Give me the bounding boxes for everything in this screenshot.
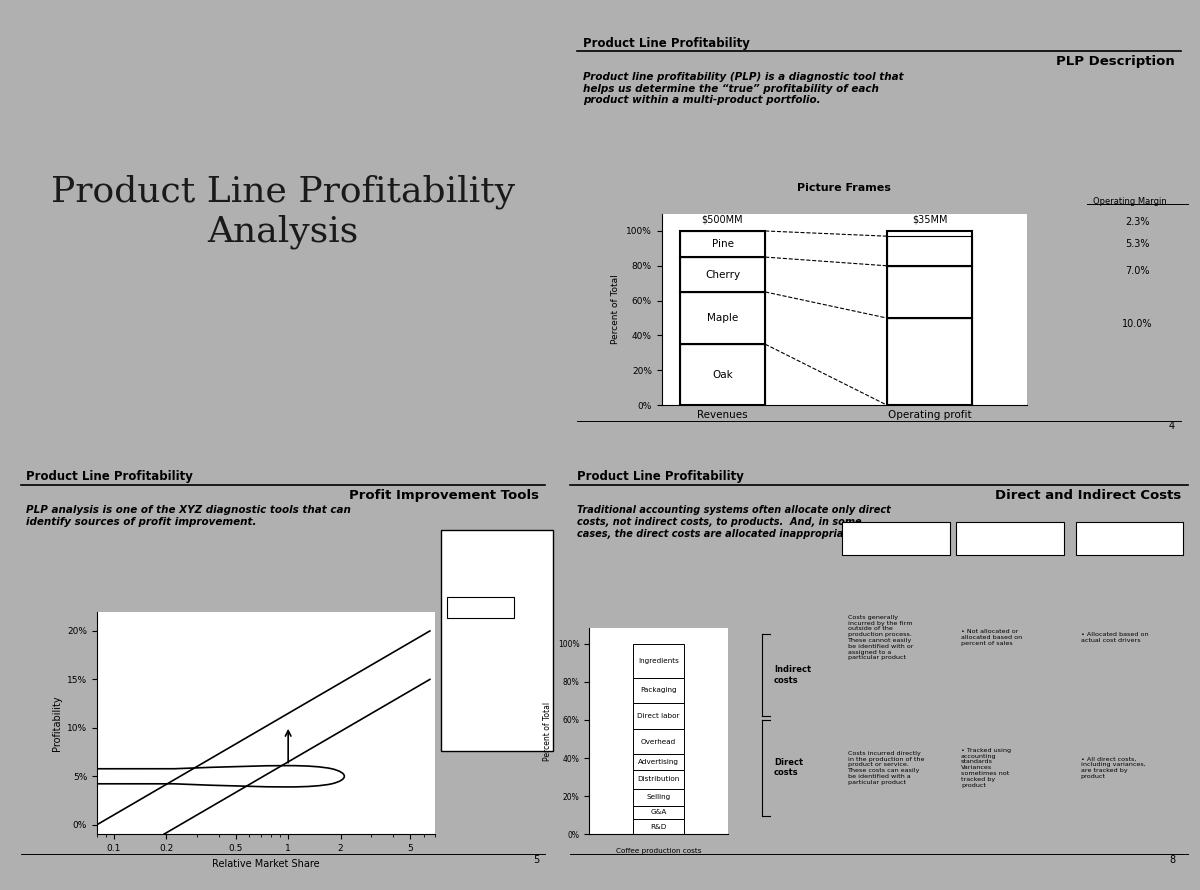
Bar <box>887 318 972 405</box>
Bar <box>634 770 684 789</box>
Bar <box>887 231 972 405</box>
Text: 8: 8 <box>1169 854 1175 865</box>
Text: Overhead: Overhead <box>641 739 676 745</box>
Text: Coffee production costs: Coffee production costs <box>616 848 701 854</box>
Bar <box>634 643 684 678</box>
Text: Direct and Indirect Costs: Direct and Indirect Costs <box>995 489 1182 502</box>
Bar <box>634 819 684 835</box>
Bar <box>680 344 766 405</box>
FancyBboxPatch shape <box>1075 522 1183 554</box>
Text: Product line profitability (PLP) is a diagnostic tool that
helps us determine th: Product line profitability (PLP) is a di… <box>583 72 904 105</box>
Text: •PLP: •PLP <box>454 601 478 611</box>
Y-axis label: Percent of Total: Percent of Total <box>612 274 620 344</box>
Text: • Not allocated or
allocated based on
percent of sales: • Not allocated or allocated based on pe… <box>961 629 1022 646</box>
Text: Product Line Profitability: Product Line Profitability <box>577 470 744 483</box>
Text: Direct
costs: Direct costs <box>774 758 803 778</box>
Text: Typical accounting
allocation: Typical accounting allocation <box>977 532 1043 546</box>
Bar <box>634 703 684 730</box>
Bar <box>680 231 766 405</box>
Text: Cherry: Cherry <box>704 270 740 279</box>
Bar <box>680 231 766 257</box>
Text: 5.3%: 5.3% <box>1126 239 1150 248</box>
Text: Pine: Pine <box>712 239 733 249</box>
Text: •RCP: •RCP <box>454 676 480 685</box>
Text: Distribution: Distribution <box>637 776 679 782</box>
X-axis label: Relative Market Share: Relative Market Share <box>212 859 320 869</box>
Text: Definition: Definition <box>878 536 913 542</box>
Bar <box>887 266 972 318</box>
Text: Costs incurred directly
in the production of the
product or service.
These costs: Costs incurred directly in the productio… <box>847 751 924 785</box>
Text: Maple: Maple <box>707 313 738 323</box>
Text: 4: 4 <box>1169 421 1175 432</box>
Text: Oak: Oak <box>712 369 733 380</box>
FancyBboxPatch shape <box>448 596 514 619</box>
Text: PLP Description: PLP Description <box>1056 55 1175 69</box>
Title: Picture Frames: Picture Frames <box>798 183 892 193</box>
Text: Costs generally
incurred by the firm
outside of the
production process.
These ca: Costs generally incurred by the firm out… <box>847 615 913 660</box>
Text: • All direct costs,
including variances,
are tracked by
product: • All direct costs, including variances,… <box>1080 756 1145 779</box>
Bar <box>634 789 684 805</box>
Text: PLP
allocation: PLP allocation <box>1112 532 1147 546</box>
Text: Product Line Profitability: Product Line Profitability <box>26 470 193 483</box>
Bar <box>634 730 684 754</box>
Bar <box>634 805 684 819</box>
Text: Packaging: Packaging <box>640 687 677 693</box>
Text: •BDP: •BDP <box>454 638 481 648</box>
FancyBboxPatch shape <box>842 522 950 554</box>
FancyBboxPatch shape <box>440 530 553 751</box>
Text: $35MM: $35MM <box>912 214 947 225</box>
Text: Indirect
costs: Indirect costs <box>774 665 811 684</box>
Text: 5: 5 <box>533 854 539 865</box>
Y-axis label: Profitability: Profitability <box>52 695 61 751</box>
Text: 10.0%: 10.0% <box>1122 319 1152 329</box>
Text: R&D: R&D <box>650 824 667 829</box>
Text: Advertising: Advertising <box>638 759 679 765</box>
Text: Operating Margin: Operating Margin <box>1093 197 1166 206</box>
Text: 7.0%: 7.0% <box>1126 265 1150 276</box>
Y-axis label: Percent of Total: Percent of Total <box>544 701 552 761</box>
Text: G&A: G&A <box>650 810 667 815</box>
Bar <box>634 678 684 703</box>
Bar <box>887 236 972 266</box>
Text: • Tracked using
accounting
standards
Variances
sometimes not
tracked by
product: • Tracked using accounting standards Var… <box>961 748 1012 788</box>
Text: Direct labor: Direct labor <box>637 713 679 719</box>
Bar <box>680 257 766 292</box>
FancyBboxPatch shape <box>956 522 1063 554</box>
Text: Traditional accounting systems often allocate only direct
costs, not indirect co: Traditional accounting systems often all… <box>577 506 890 538</box>
Text: •VMR: •VMR <box>454 713 482 723</box>
Text: Ingredients: Ingredients <box>638 658 679 664</box>
Text: • Allocated based on
actual cost drivers: • Allocated based on actual cost drivers <box>1080 632 1148 643</box>
Text: Selling: Selling <box>647 794 671 800</box>
Text: Product Line Profitability: Product Line Profitability <box>583 36 750 50</box>
Bar <box>680 292 766 344</box>
Text: 2.3%: 2.3% <box>1126 217 1150 227</box>
Text: $500MM: $500MM <box>702 214 743 225</box>
Text: PLP analysis is one of the XYZ diagnostic tools that can
identify sources of pro: PLP analysis is one of the XYZ diagnosti… <box>26 506 350 527</box>
Bar <box>634 754 684 770</box>
Text: XYZ profit
improvement tool kit: XYZ profit improvement tool kit <box>449 543 545 562</box>
Text: Product Line Profitability
Analysis: Product Line Profitability Analysis <box>50 174 515 248</box>
Text: Profit Improvement Tools: Profit Improvement Tools <box>349 489 539 502</box>
